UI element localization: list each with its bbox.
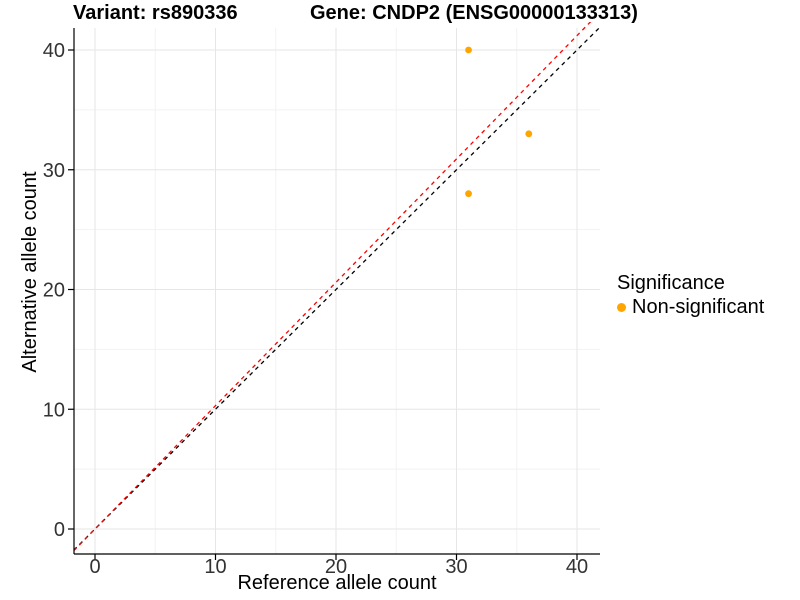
y-tick-label: 0 xyxy=(54,519,65,541)
legend: Significance Non-significant xyxy=(617,272,764,318)
reference-line-identity xyxy=(74,26,600,551)
data-point xyxy=(465,46,472,54)
y-tick-label: 20 xyxy=(43,280,65,302)
y-tick-label: 30 xyxy=(43,160,65,182)
data-point xyxy=(525,130,533,138)
x-tick-label: 10 xyxy=(204,556,226,578)
plot-title-variant: Variant: rs890336 xyxy=(73,2,238,24)
legend-item-non-significant: Non-significant xyxy=(617,296,764,318)
x-tick-label: 30 xyxy=(445,556,467,578)
y-tick-label: 10 xyxy=(43,399,65,421)
legend-point-icon xyxy=(617,302,626,312)
y-axis-title: Alternative allele count xyxy=(19,171,41,373)
legend-title: Significance xyxy=(617,272,725,294)
y-tick-label: 40 xyxy=(43,40,65,62)
x-tick-label: 20 xyxy=(325,556,347,578)
reference-line-fit xyxy=(74,22,592,552)
plot-title-gene: Gene: CNDP2 (ENSG00000133313) xyxy=(310,2,638,24)
x-tick-label: 40 xyxy=(566,556,588,578)
x-axis-title: Reference allele count xyxy=(237,572,437,594)
legend-item-label: Non-significant xyxy=(632,296,765,318)
x-tick-label: 0 xyxy=(89,556,100,578)
data-point xyxy=(465,190,472,198)
